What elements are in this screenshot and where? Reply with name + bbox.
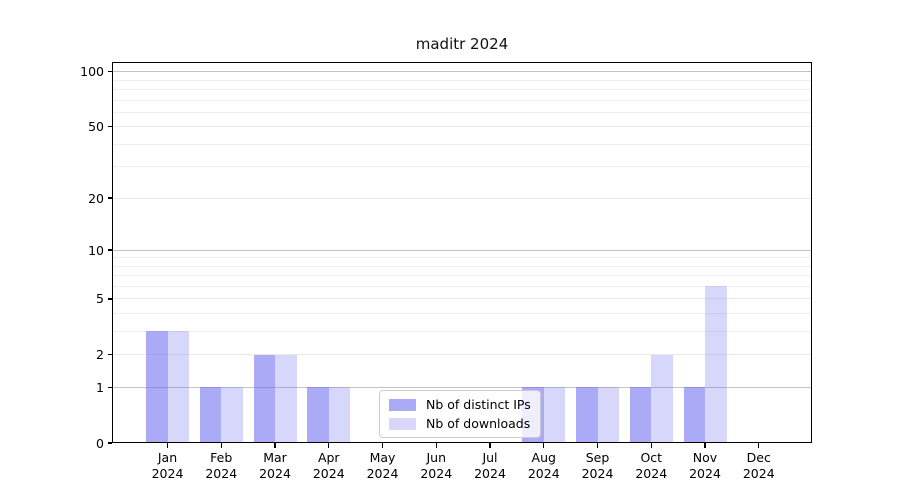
minor-gridline-y-9: [113, 257, 811, 259]
x-tick-mark-feb: [220, 443, 222, 448]
legend: Nb of distinct IPs Nb of downloads: [379, 390, 541, 438]
gridline-y-100: [113, 71, 811, 73]
x-tick-label-may: May 2024: [366, 450, 399, 481]
minor-gridline-y-8: [113, 265, 811, 267]
bar-feb-distinct-ips: [199, 387, 222, 443]
x-tick-mark-aug: [543, 443, 545, 448]
x-tick-label-jul: Jul 2024: [474, 450, 506, 481]
minor-gridline-y-70: [113, 99, 811, 101]
minor-gridline-y-80: [113, 88, 811, 90]
minor-gridline-y-7: [113, 275, 811, 277]
bar-sep-distinct-ips: [576, 387, 598, 443]
bar-apr-distinct-ips: [307, 387, 329, 443]
minor-gridline-y-60: [113, 111, 811, 113]
y-tick-mark-10: [108, 249, 112, 251]
legend-label-distinct-ips: Nb of distinct IPs: [426, 397, 531, 412]
gridline-y-1: [113, 386, 811, 388]
bar-oct-downloads: [651, 354, 673, 443]
chart-title: maditr 2024: [415, 35, 509, 53]
x-tick-label-dec: Dec 2024: [742, 450, 775, 481]
x-tick-mark-sep: [596, 443, 599, 448]
y-tick-label-100: 100: [80, 64, 104, 80]
x-tick-label-mar: Mar 2024: [259, 450, 291, 481]
y-tick-mark-0: [108, 442, 112, 444]
x-tick-mark-mar: [274, 443, 276, 448]
legend-swatch-downloads: [389, 417, 416, 430]
gridline-y-10: [113, 249, 811, 251]
x-tick-mark-dec: [758, 443, 760, 448]
minor-gridline-y-6: [113, 285, 811, 287]
x-tick-label-jun: Jun 2024: [420, 450, 453, 481]
minor-gridline-y-4: [113, 313, 811, 315]
x-tick-mark-jan: [166, 443, 169, 448]
bar-oct-distinct-ips: [629, 387, 652, 443]
y-tick-mark-100: [108, 71, 112, 73]
y-tick-label-0: 0: [96, 435, 104, 451]
x-tick-mark-apr: [328, 443, 330, 448]
x-tick-mark-jun: [435, 443, 437, 448]
minor-gridline-y-40: [113, 143, 811, 145]
x-tick-label-apr: Apr 2024: [312, 450, 345, 481]
x-tick-label-oct: Oct 2024: [635, 450, 668, 481]
bar-nov-distinct-ips: [683, 387, 705, 443]
y-tick-label-20: 20: [88, 190, 104, 206]
x-tick-label-aug: Aug 2024: [527, 450, 560, 481]
x-tick-label-jan: Jan 2024: [151, 450, 184, 481]
minor-gridline-y-3: [113, 330, 811, 332]
y-tick-label-2: 2: [96, 347, 104, 363]
bar-nov-downloads: [705, 286, 727, 443]
x-tick-mark-jul: [489, 443, 491, 448]
legend-label-downloads: Nb of downloads: [426, 416, 531, 431]
y-tick-mark-50: [108, 126, 112, 128]
y-tick-label-10: 10: [88, 242, 104, 258]
gridline-y-5: [113, 298, 811, 300]
y-tick-mark-1: [108, 386, 112, 388]
minor-gridline-y-90: [113, 79, 811, 81]
y-tick-mark-2: [108, 353, 112, 356]
legend-row-distinct-ips: Nb of distinct IPs: [389, 397, 531, 412]
bar-sep-downloads: [597, 387, 619, 443]
bar-mar-downloads: [275, 354, 297, 443]
x-tick-label-sep: Sep 2024: [581, 450, 614, 481]
gridline-y-20: [113, 197, 811, 199]
bar-aug-downloads: [543, 387, 566, 443]
x-tick-label-nov: Nov 2024: [689, 450, 721, 481]
bar-feb-downloads: [221, 387, 243, 443]
x-tick-mark-nov: [704, 443, 706, 448]
y-tick-mark-5: [108, 298, 112, 300]
y-tick-label-1: 1: [96, 379, 104, 395]
y-tick-label-50: 50: [88, 119, 104, 135]
gridline-y-50: [113, 126, 811, 128]
x-tick-label-feb: Feb 2024: [205, 450, 238, 481]
minor-gridline-y-30: [113, 166, 811, 168]
legend-row-downloads: Nb of downloads: [389, 416, 531, 431]
bar-apr-downloads: [328, 387, 351, 443]
y-tick-label-5: 5: [96, 291, 104, 307]
legend-swatch-distinct-ips: [389, 398, 416, 411]
bar-jan-downloads: [167, 331, 189, 443]
gridline-y-2: [113, 354, 811, 356]
y-tick-mark-20: [108, 197, 112, 199]
x-tick-mark-oct: [650, 443, 652, 448]
x-tick-mark-may: [381, 443, 384, 448]
bar-jan-distinct-ips: [146, 331, 168, 443]
bar-mar-distinct-ips: [253, 354, 275, 443]
